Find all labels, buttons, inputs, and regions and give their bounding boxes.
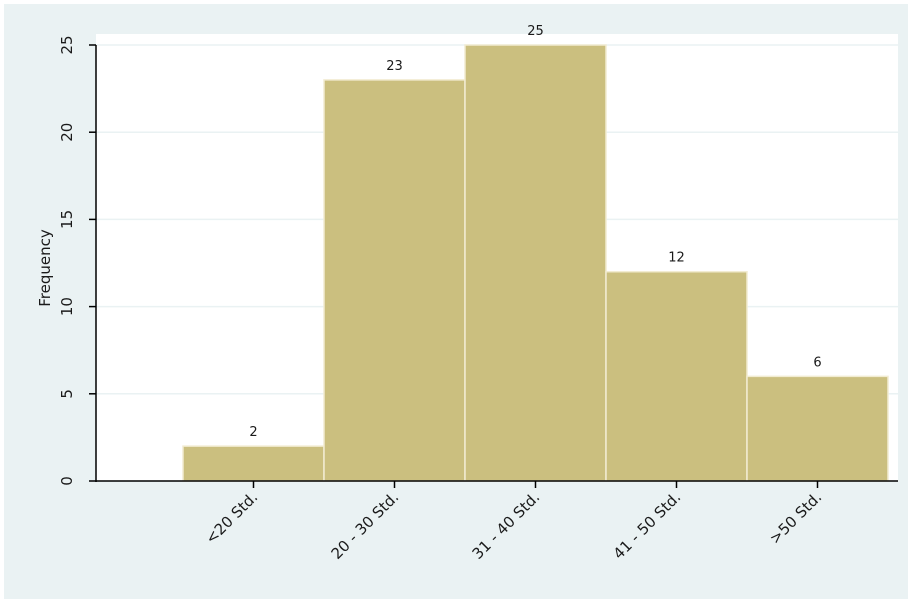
bar (323, 79, 466, 482)
x-tick-label: >50 Std. (766, 488, 825, 547)
data-label: 12 (668, 251, 685, 266)
y-tick-label: 10 (58, 297, 76, 316)
bar (605, 270, 748, 482)
bar (182, 445, 325, 482)
data-label: 2 (249, 425, 257, 440)
x-tick-label: 20 - 30 Std. (328, 488, 403, 563)
x-tick-label: <20 Std. (202, 488, 261, 547)
data-label: 23 (386, 59, 403, 74)
x-tick-label: 41 - 50 Std. (610, 488, 685, 563)
bars (182, 44, 889, 482)
y-axis-label: Frequency (36, 229, 54, 307)
bar (464, 44, 607, 482)
y-tick-label: 15 (58, 210, 76, 229)
y-tick-label: 20 (58, 123, 76, 142)
y-tick-label: 25 (58, 35, 76, 54)
data-label: 6 (813, 355, 821, 370)
data-label: 25 (527, 24, 544, 39)
y-axis: 0 5 10 15 20 25 (58, 35, 97, 486)
x-tick-label: 31 - 40 Std. (469, 488, 544, 563)
bar (746, 375, 889, 482)
y-tick-label: 0 (58, 476, 76, 486)
data-labels: 2 23 25 12 6 (249, 24, 821, 440)
y-tick-label: 5 (58, 389, 76, 399)
x-axis: <20 Std. 20 - 30 Std. 31 - 40 Std. 41 - 50 … (96, 480, 898, 563)
